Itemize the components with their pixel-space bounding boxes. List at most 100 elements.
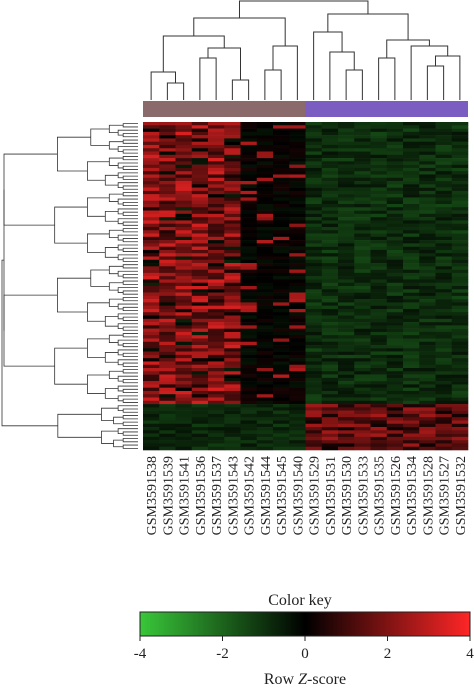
heatmap-cell [240,164,258,169]
heatmap-cell [338,348,355,352]
heatmap-cell [403,194,420,198]
column-label: GSM3591542 [243,456,258,535]
heatmap-cell [273,381,290,385]
heatmap-cell [321,328,339,333]
heatmap-cell [354,122,371,126]
heatmap-cell [386,187,404,192]
heatmap-cell [273,135,290,139]
heatmap-cell [370,305,388,310]
heatmap-cell [451,190,469,195]
heatmap-cell [370,299,388,303]
heatmap-cell [435,263,453,267]
heatmap-cell [256,341,274,346]
heatmap-cell [354,430,371,434]
heatmap-cell [435,279,453,284]
heatmap-cell [386,174,404,179]
heatmap-cell [273,161,290,165]
heatmap-cell [370,230,388,234]
heatmap-cell [403,407,420,411]
heatmap-cell [419,433,436,438]
heatmap-cell [370,217,388,221]
heatmap-cell [338,154,355,159]
heatmap-cell [305,358,323,362]
heatmap-cell [354,164,371,169]
heatmap-cell [224,364,241,369]
heatmap-cell [370,249,388,254]
heatmap-cell [273,230,290,234]
color-key-title: Color key [268,592,332,609]
dendrogram-branch [207,47,241,80]
heatmap-cell [354,407,371,411]
heatmap-cell [370,141,388,146]
heatmap-cell [305,266,323,270]
heatmap-cell [191,177,209,182]
dendrogram-branch [108,157,124,166]
heatmap-cell [224,256,241,261]
heatmap-cell [386,381,404,385]
heatmap-cell [419,404,436,408]
heatmap-cell [175,125,193,129]
heatmap-cell [289,141,306,146]
heatmap-cell [419,213,436,218]
heatmap-cell [224,308,241,313]
heatmap-cell [175,354,193,359]
heatmap-cell [175,351,193,356]
heatmap-cell [338,322,355,326]
heatmap-cell [435,213,453,218]
heatmap-cell [208,243,225,247]
heatmap-cell [403,295,420,300]
heatmap-cell [451,433,469,438]
column-label: GSM3591529 [308,456,323,535]
heatmap-cell [175,292,193,297]
heatmap-cell [175,387,193,392]
heatmap-cell [321,164,339,169]
heatmap-cell [305,302,323,306]
heatmap-cell [240,272,258,277]
heatmap-cell [321,322,339,326]
heatmap-cell [289,377,306,382]
heatmap-cell [403,233,420,238]
heatmap-cell [256,207,274,211]
dendrogram-branch [122,326,138,331]
heatmap-cell [435,230,453,234]
heatmap-cell [451,289,469,293]
heatmap-cell [419,141,436,146]
heatmap-cell [338,135,355,139]
heatmap-cell [224,341,241,346]
heatmap-cell [370,420,388,425]
heatmap-cell [224,187,241,192]
heatmap-cell [419,171,436,175]
heatmap-cell [370,256,388,261]
heatmap-cell [386,197,404,202]
heatmap-cell [370,394,388,398]
heatmap-cell [386,190,404,195]
heatmap-cell [338,397,355,402]
dendrogram-branch [117,375,138,382]
heatmap-cell [451,308,469,313]
heatmap-cell [354,315,371,320]
heatmap-cell [435,246,453,251]
heatmap-cell [435,167,453,172]
heatmap-cell [191,436,209,441]
heatmap-cell [208,181,225,185]
heatmap-cell [386,138,404,142]
heatmap-cell [419,177,436,182]
heatmap-cell [338,328,355,333]
heatmap-cell [435,436,453,441]
heatmap-cell [240,322,258,326]
heatmap-cell [321,213,339,218]
heatmap-cell [191,144,209,149]
heatmap-cell [321,167,339,172]
heatmap-cell [159,308,176,313]
heatmap-cell [451,318,469,323]
heatmap-cell [403,417,420,421]
heatmap-cell [175,410,193,415]
heatmap-cell [403,443,420,448]
heatmap-cell [224,246,241,251]
heatmap-cell [354,144,371,149]
heatmap-cell [386,394,404,398]
heatmap-cell [273,197,290,202]
heatmap-cell [321,305,339,310]
heatmap-cell [338,207,355,211]
heatmap-cell [191,440,209,444]
